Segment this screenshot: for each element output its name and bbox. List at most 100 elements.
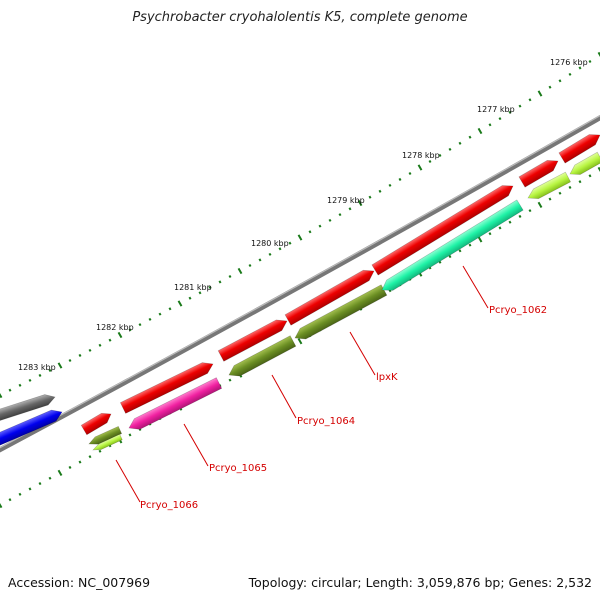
gene-leader-line <box>271 374 297 419</box>
kbp-major-tick <box>0 501 3 509</box>
gene-arrow-green <box>228 335 297 377</box>
kbp-minor-dot <box>148 317 152 321</box>
kbp-major-tick <box>537 201 543 208</box>
kbp-minor-dot <box>518 214 522 218</box>
kbp-minor-dot <box>8 498 12 502</box>
kbp-minor-dot <box>28 487 32 491</box>
kbp-minor-dot <box>488 232 492 236</box>
kbp-minor-dot <box>438 153 442 157</box>
kbp-label: 1276 kbp <box>550 58 588 67</box>
kbp-label: 1277 kbp <box>477 105 515 114</box>
gene-arrow-red <box>217 319 288 362</box>
map-title: Psychrobacter cryohalolentis K5, complet… <box>132 10 468 25</box>
kbp-major-tick <box>0 391 3 399</box>
kbp-minor-dot <box>198 291 202 295</box>
kbp-minor-dot <box>68 465 72 470</box>
kbp-minor-dot <box>108 338 112 342</box>
kbp-minor-dot <box>288 241 292 245</box>
kbp-minor-dot <box>228 274 232 279</box>
kbp-minor-dot <box>8 388 12 392</box>
kbp-minor-dot <box>208 285 212 289</box>
kbp-major-tick <box>417 164 423 171</box>
gene-leader-line <box>183 423 209 467</box>
kbp-minor-dot <box>588 59 592 64</box>
kbp-minor-dot <box>568 185 572 190</box>
gene-arrow-red <box>80 412 112 436</box>
kbp-minor-dot <box>98 449 102 453</box>
gene-arrow-gray <box>0 394 56 424</box>
kbp-label: 1282 kbp <box>96 323 134 332</box>
kbp-minor-dot <box>588 174 592 178</box>
kbp-minor-dot <box>18 383 22 387</box>
kbp-major-tick <box>57 362 63 369</box>
kbp-major-tick <box>537 90 543 97</box>
kbp-major-tick <box>357 199 363 207</box>
kbp-minor-dot <box>558 191 562 195</box>
kbp-minor-dot <box>168 307 172 311</box>
gene-leader-line <box>115 459 141 503</box>
kbp-minor-dot <box>18 492 22 496</box>
kbp-minor-dot <box>398 177 402 181</box>
kbp-minor-dot <box>328 218 332 222</box>
kbp-minor-dot <box>338 213 342 217</box>
kbp-minor-dot <box>98 343 102 347</box>
genome-backbone <box>0 114 600 453</box>
kbp-label: 1283 kbp <box>18 363 56 372</box>
kbp-minor-dot <box>558 79 562 83</box>
gene-label: Pcryo_1065 <box>209 463 267 474</box>
kbp-major-tick <box>177 300 183 307</box>
kbp-minor-dot <box>528 209 532 213</box>
kbp-minor-dot <box>28 378 32 382</box>
kbp-major-tick <box>597 51 600 59</box>
gene-arrow-red <box>558 134 600 164</box>
kbp-minor-dot <box>528 98 532 102</box>
kbp-minor-dot <box>578 180 582 184</box>
kbp-minor-dot <box>158 312 162 316</box>
kbp-minor-dot <box>508 110 512 114</box>
gene-arrow-red <box>284 269 375 326</box>
kbp-label: 1281 kbp <box>174 283 212 292</box>
kbp-minor-dot <box>498 226 502 230</box>
kbp-minor-dot <box>468 243 472 247</box>
kbp-major-tick <box>117 331 123 339</box>
gene-arrow-red <box>119 362 214 414</box>
kbp-minor-dot <box>278 247 282 251</box>
kbp-minor-dot <box>548 197 552 201</box>
gene-label: Pcryo_1062 <box>489 305 547 316</box>
gene-leader-line <box>462 265 489 309</box>
kbp-minor-dot <box>88 348 92 352</box>
kbp-minor-dot <box>388 183 392 187</box>
kbp-minor-dot <box>488 123 492 127</box>
kbp-minor-dot <box>228 378 232 382</box>
kbp-minor-dot <box>48 368 52 373</box>
kbp-label: 1280 kbp <box>251 239 289 248</box>
kbp-minor-dot <box>268 252 272 256</box>
kbp-minor-dot <box>218 280 222 284</box>
genome-backbone-highlight <box>0 115 600 449</box>
kbp-minor-dot <box>128 328 132 332</box>
kbp-major-tick <box>297 234 303 241</box>
kbp-minor-dot <box>458 141 462 145</box>
kbp-major-tick <box>477 127 483 135</box>
gene-label: Pcryo_1066 <box>140 500 198 511</box>
gene-arrow-lime <box>527 171 571 199</box>
kbp-minor-dot <box>68 358 72 363</box>
gene-labels: Pcryo_1062 lpxK Pcryo_1064 Pcryo_1065 Pcryo_… <box>115 265 547 511</box>
kbp-minor-dot <box>318 224 322 228</box>
kbp-major-tick <box>237 267 243 275</box>
kbp-tick-dots <box>0 51 600 509</box>
gene-arrow-magenta <box>128 377 223 430</box>
gene-arrow-lime <box>569 151 600 175</box>
kbp-minor-dot <box>448 255 452 259</box>
kbp-minor-dot <box>578 66 582 70</box>
kbp-minor-dot <box>48 476 52 480</box>
kbp-minor-dot <box>458 249 462 253</box>
accession: Accession: NC_007969 <box>8 575 151 590</box>
kbp-minor-dot <box>498 117 502 121</box>
kbp-minor-dot <box>138 323 142 327</box>
kbp-minor-dot <box>78 460 82 464</box>
gene-arrow-aqua <box>381 199 524 291</box>
kbp-minor-dot <box>38 482 42 486</box>
kbp-major-tick <box>477 236 483 243</box>
kbp-label: 1279 kbp <box>327 196 365 205</box>
